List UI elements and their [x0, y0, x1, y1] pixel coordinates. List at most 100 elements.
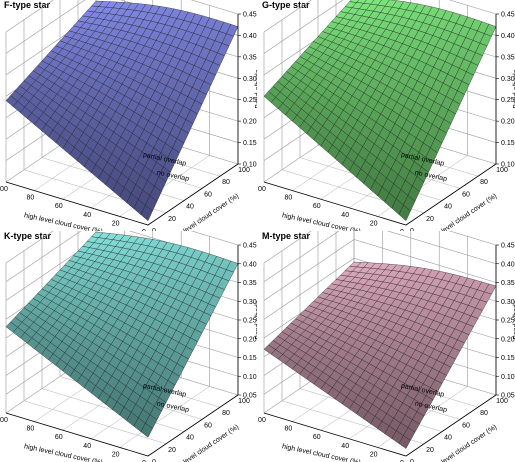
z-gridline	[5, 0, 239, 33]
z-tick-label: 0.35	[501, 280, 515, 287]
surface-mesh	[263, 0, 497, 221]
y-tick-label: 40	[444, 204, 452, 211]
z-tick-label: 0.25	[243, 97, 257, 104]
panel-title: G-type star	[262, 0, 310, 10]
x-axis-label: high level cloud cover (%)	[281, 212, 361, 231]
y-tick-label: 0	[410, 459, 414, 462]
surface-mesh	[263, 261, 497, 449]
z-tick-label: 0.45	[243, 243, 257, 250]
panel-k-type: K-type star 0.05 0.10 0.15 0.20 0.25 0.30 0.35…	[0, 231, 257, 462]
z-axis-label: Bond albedo	[513, 300, 515, 339]
z-tick-label: 0.40	[243, 33, 257, 40]
x-tick-label: 80	[285, 195, 293, 202]
z-tick-label: 0.10	[243, 162, 257, 169]
surface-cell	[140, 422, 153, 438]
x-tick-label: 0	[400, 460, 404, 462]
z-tick-label: 0.35	[243, 54, 257, 61]
x-tick-label: 20	[370, 220, 378, 227]
z-axis-label: Bond albedo	[255, 69, 257, 108]
z-tick-label: 0.40	[243, 261, 257, 268]
y-tick-label: 20	[426, 447, 434, 454]
surface-plot: 0.05 0.10 0.15 0.20 0.25 0.30 0.35 0.40 0.45 Bond…	[258, 231, 515, 462]
z-tick-label: 0.05	[501, 393, 515, 400]
panel-title: K-type star	[4, 231, 52, 241]
panel-f-type: F-type star 0.10 0.15 0.20 0.25 0.30 0.35 0.40…	[0, 0, 257, 231]
x-axis-label: high level cloud cover (%)	[23, 212, 103, 231]
z-gridline	[263, 0, 497, 33]
z-tick-label: 0.15	[501, 355, 515, 362]
surface-mesh	[5, 0, 239, 221]
y-tick-label: 20	[426, 216, 434, 223]
surface-plot: 0.10 0.15 0.20 0.25 0.30 0.35 0.40 0.45 Bond alb…	[0, 0, 257, 231]
surface-cell	[140, 204, 153, 221]
z-tick-label: 0.20	[243, 336, 257, 343]
z-tick-label: 0.35	[243, 280, 257, 287]
z-tick-label: 0.40	[501, 33, 515, 40]
y-tick-label: 60	[462, 191, 470, 198]
y-axis-label: low level cloud cover (%)	[430, 193, 498, 231]
surface-plot: 0.10 0.15 0.20 0.25 0.30 0.35 0.40 0.45 Bond alb…	[258, 0, 515, 231]
y-tick-label: 100	[496, 167, 508, 174]
y-tick-label: 0	[410, 228, 414, 231]
x-tick-label: 80	[27, 195, 35, 202]
z-tick-label: 0.30	[243, 299, 257, 306]
x-tick-label: 80	[27, 426, 35, 433]
panel-m-type: M-type star 0.05 0.10 0.15 0.20 0.25 0.30 0.35…	[258, 231, 515, 462]
box-front-edge	[263, 394, 497, 457]
z-tick-label: 0.15	[501, 140, 515, 147]
x-tick-label: 0	[142, 460, 146, 462]
x-tick-label: 100	[258, 417, 266, 424]
z-tick-label: 0.05	[243, 393, 257, 400]
x-tick-label: 100	[0, 417, 8, 424]
z-tick-label: 0.30	[501, 76, 515, 83]
x-tick-label: 40	[341, 212, 349, 219]
surface-cell	[398, 204, 411, 221]
y-tick-label: 40	[186, 435, 194, 442]
x-tick-label: 80	[285, 426, 293, 433]
x-tick-label: 60	[55, 434, 63, 441]
panel-title: M-type star	[262, 231, 311, 241]
x-axis-label: high level cloud cover (%)	[23, 443, 103, 462]
y-tick-label: 100	[238, 167, 250, 174]
floor-gridline	[23, 400, 167, 445]
x-axis-label: high level cloud cover (%)	[281, 443, 361, 462]
panel-g-type: G-type star 0.10 0.15 0.20 0.25 0.30 0.35 0.40…	[258, 0, 515, 231]
x-tick-label: 0	[400, 229, 404, 231]
z-tick-label: 0.45	[501, 12, 515, 19]
y-tick-label: 20	[168, 216, 176, 223]
z-tick-label: 0.20	[501, 119, 515, 126]
z-tick-label: 0.25	[243, 318, 257, 325]
z-tick-label: 0.20	[501, 336, 515, 343]
z-tick-label: 0.10	[501, 162, 515, 169]
x-tick-label: 100	[0, 186, 8, 193]
x-tick-label: 60	[55, 203, 63, 210]
box-front-edge	[5, 394, 239, 457]
y-tick-label: 0	[152, 459, 156, 462]
x-tick-label: 40	[83, 212, 91, 219]
box-front-edge	[263, 163, 497, 226]
z-gridline	[263, 231, 497, 282]
y-tick-label: 20	[168, 447, 176, 454]
surface-mesh	[5, 231, 239, 438]
x-tick-label: 60	[313, 434, 321, 441]
x-tick-label: 100	[258, 186, 266, 193]
x-tick-label: 40	[83, 443, 91, 450]
y-tick-label: 60	[204, 191, 212, 198]
z-tick-label: 0.15	[243, 355, 257, 362]
y-tick-label: 80	[480, 179, 488, 186]
z-gridline	[263, 239, 497, 301]
x-tick-label: 40	[341, 443, 349, 450]
z-axis-label: Bond albedo	[255, 300, 257, 339]
z-tick-label: 0.45	[243, 12, 257, 19]
y-tick-label: 0	[152, 228, 156, 231]
z-tick-label: 0.30	[501, 299, 515, 306]
y-axis-label: low level cloud cover (%)	[172, 193, 240, 231]
x-tick-label: 0	[142, 229, 146, 231]
z-tick-label: 0.45	[501, 243, 515, 250]
y-tick-label: 80	[480, 410, 488, 417]
panel-title: F-type star	[4, 0, 51, 10]
y-tick-label: 100	[238, 398, 250, 405]
z-tick-label: 0.30	[243, 76, 257, 83]
y-axis-label: low level cloud cover (%)	[172, 424, 240, 462]
y-axis-label: low level cloud cover (%)	[430, 424, 498, 462]
